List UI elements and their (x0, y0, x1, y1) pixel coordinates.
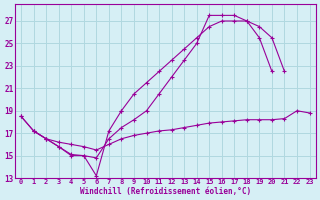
X-axis label: Windchill (Refroidissement éolien,°C): Windchill (Refroidissement éolien,°C) (80, 187, 251, 196)
